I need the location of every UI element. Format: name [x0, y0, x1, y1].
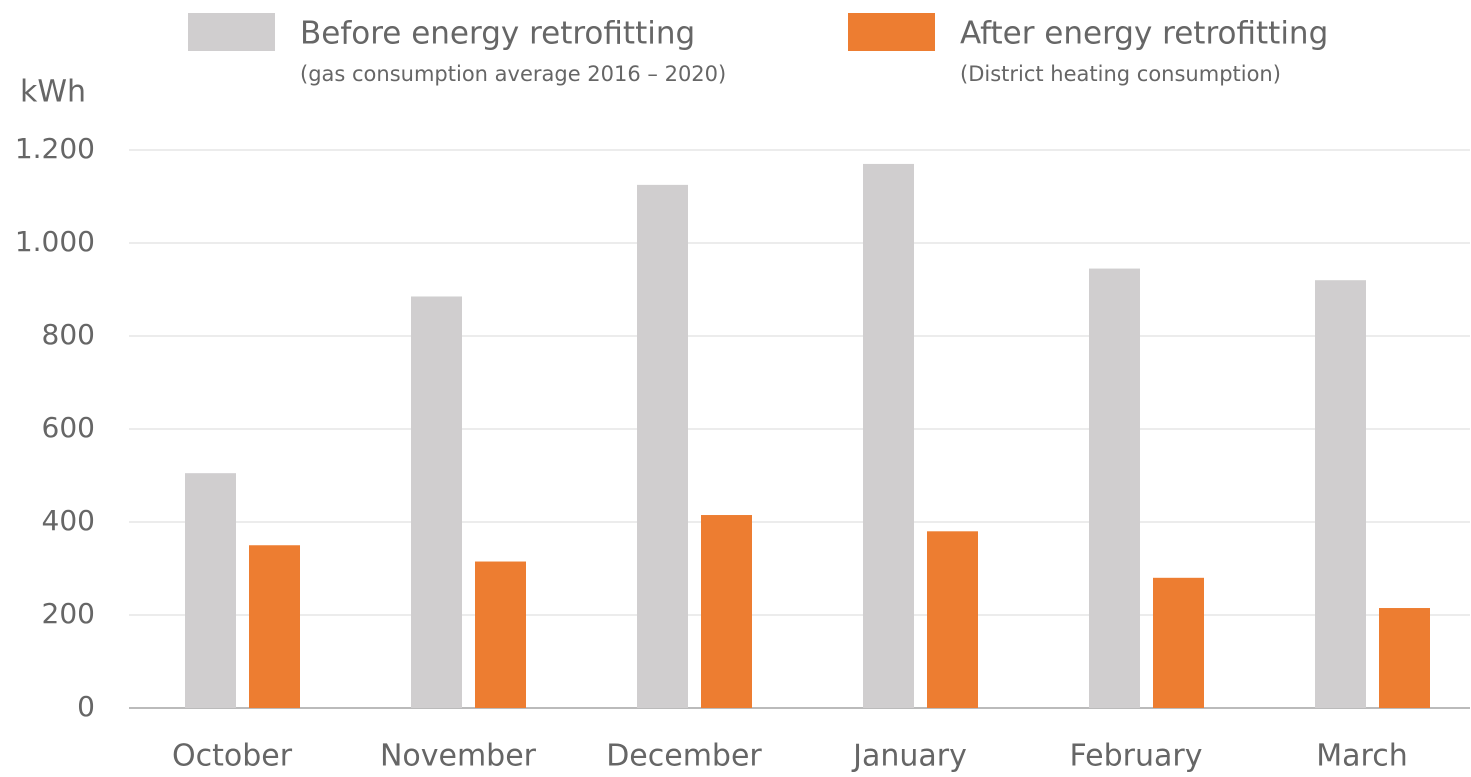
bar: [927, 531, 978, 708]
y-tick-label: 800: [42, 318, 95, 351]
x-tick-label: February: [1070, 739, 1203, 774]
x-tick-label: November: [380, 739, 537, 774]
bar: [1315, 280, 1366, 708]
legend-swatch: [188, 13, 275, 51]
y-tick-label: 1.200: [15, 132, 95, 165]
legend-swatch: [848, 13, 935, 51]
x-tick-label: March: [1316, 739, 1407, 774]
y-tick-label: 400: [42, 504, 95, 537]
y-tick-label: 600: [42, 411, 95, 444]
bar: [1379, 608, 1430, 708]
legend-label: After energy retrofitting: [960, 16, 1328, 52]
y-tick-label: 1.000: [15, 225, 95, 258]
y-tick-label: 0: [77, 690, 95, 723]
bar: [637, 184, 688, 708]
bar: [863, 163, 914, 708]
bar: [411, 296, 462, 708]
legend-description: (gas consumption average 2016 – 2020): [300, 62, 726, 86]
y-tick-label: 200: [42, 597, 95, 630]
bar: [185, 473, 236, 708]
y-axis-label: kWh: [20, 75, 86, 110]
bar: [249, 545, 300, 708]
bar: [701, 515, 752, 708]
bar: [1089, 268, 1140, 708]
x-tick-label: January: [851, 739, 967, 774]
legend-description: (District heating consumption): [960, 62, 1281, 86]
bar: [475, 561, 526, 708]
x-tick-label: December: [606, 739, 762, 774]
bar: [1153, 577, 1204, 708]
x-tick-label: October: [172, 739, 293, 774]
legend-label: Before energy retrofitting: [300, 16, 695, 52]
